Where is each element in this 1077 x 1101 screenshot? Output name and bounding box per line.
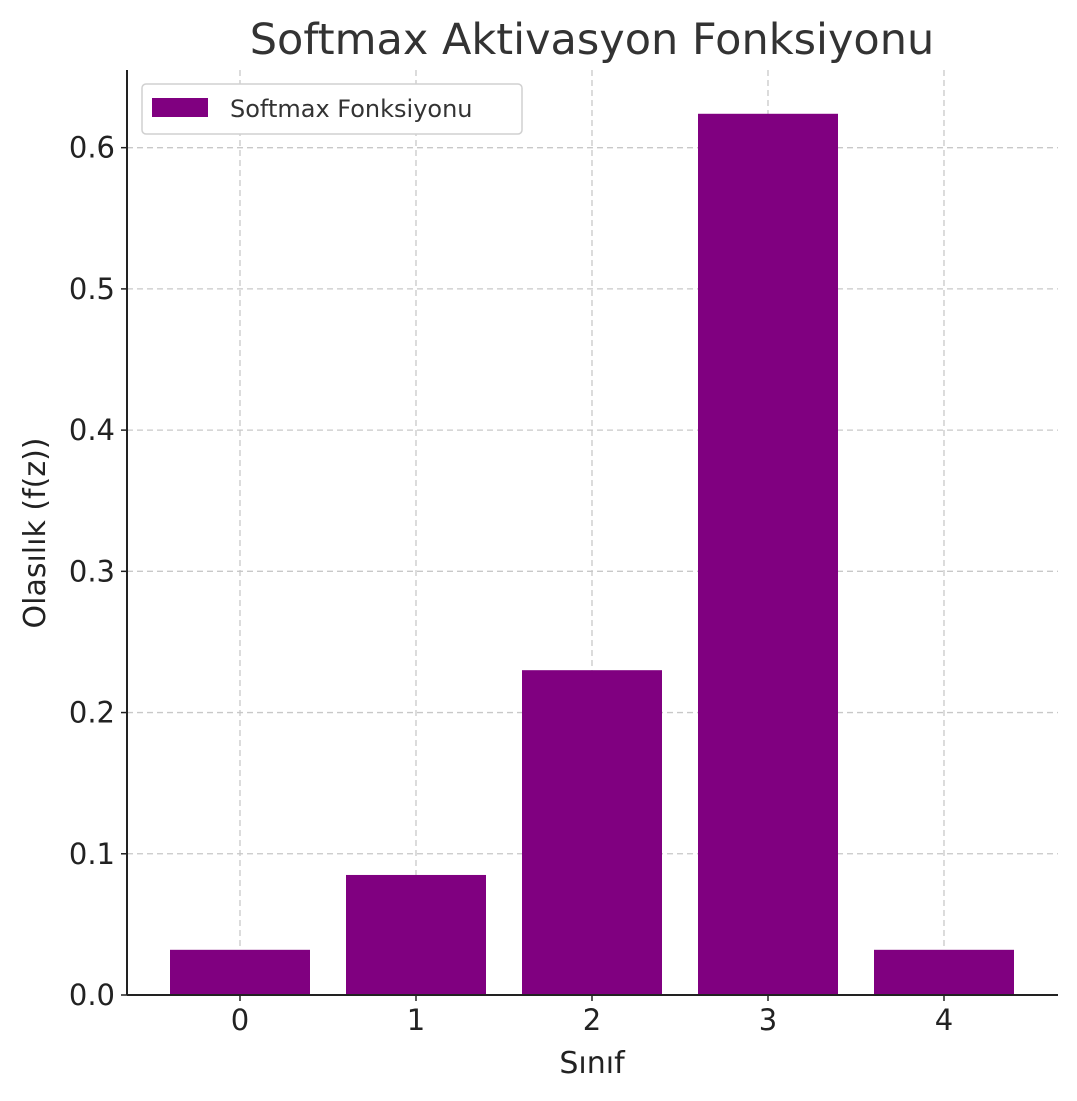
bar-class-1	[346, 875, 486, 995]
y-tick-label: 0.1	[69, 837, 115, 871]
y-tick-label: 0.6	[69, 131, 115, 165]
x-tick-label: 0	[231, 1003, 249, 1037]
bar-class-4	[874, 950, 1014, 995]
y-ticks: 0.0 0.1 0.2 0.3 0.4 0.5 0.6	[69, 131, 127, 1012]
x-tick-label: 4	[935, 1003, 953, 1037]
y-tick-label: 0.4	[69, 413, 115, 447]
x-tick-label: 3	[759, 1003, 777, 1037]
bar-class-2	[522, 670, 662, 995]
y-tick-label: 0.2	[69, 696, 115, 730]
x-tick-label: 1	[407, 1003, 425, 1037]
legend-swatch	[152, 98, 208, 117]
y-tick-label: 0.3	[69, 554, 115, 588]
x-tick-label: 2	[583, 1003, 601, 1037]
bar-class-0	[170, 950, 310, 995]
x-axis-label: Sınıf	[559, 1046, 626, 1081]
chart-title: Softmax Aktivasyon Fonksiyonu	[250, 15, 934, 65]
bar-class-3	[698, 114, 838, 995]
legend: Softmax Fonksiyonu	[142, 84, 522, 134]
x-ticks: 0 1 2 3 4	[231, 995, 953, 1037]
y-tick-label: 0.0	[69, 978, 115, 1012]
legend-label: Softmax Fonksiyonu	[230, 95, 473, 123]
y-axis-label: Olasılık (f(z))	[18, 437, 53, 628]
y-tick-label: 0.5	[69, 272, 115, 306]
